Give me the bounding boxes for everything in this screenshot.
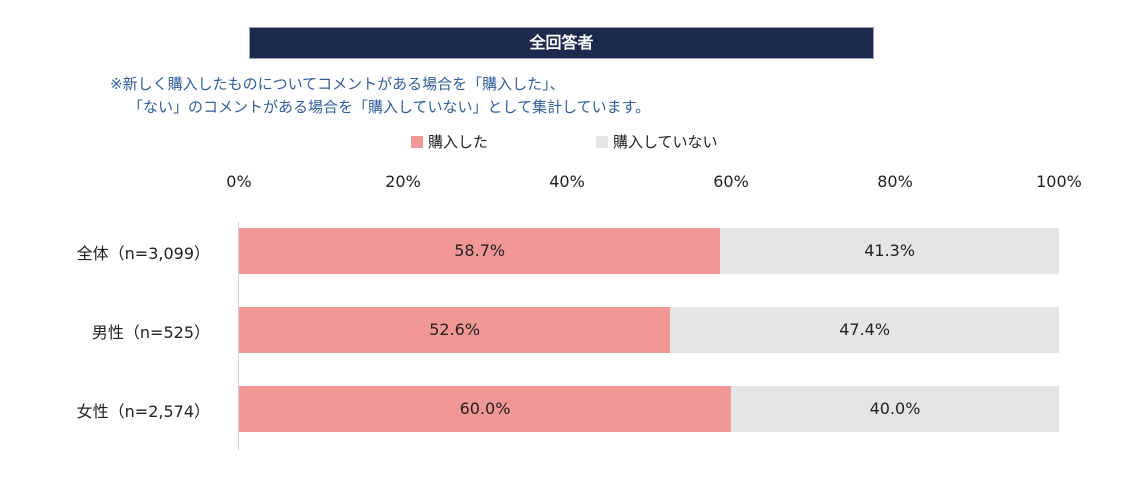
bar-not-purchased: [720, 228, 1059, 274]
data-label: 58.7%: [454, 241, 506, 260]
bar-not-purchased: [670, 307, 1059, 353]
legend-swatch-not-purchased: [596, 135, 608, 148]
note-line-1: ※新しく購入したものについてコメントがある場合を「購入した」、: [110, 75, 565, 93]
legend-swatch-purchased: [411, 135, 423, 148]
data-label: 60.0%: [459, 399, 511, 418]
bar-not-purchased: [731, 386, 1059, 432]
x-tick-label: 60%: [713, 172, 749, 191]
note-line-2: 「ない」のコメントがある場合を「購入していない」として集計しています。: [128, 98, 651, 116]
category-label: 全体（n=3,099）: [76, 244, 210, 263]
y-axis-line: [238, 222, 239, 450]
legend-label-not-purchased: 購入していない: [613, 133, 718, 151]
legend-item-purchased: 購入した: [411, 131, 488, 152]
x-tick-label: 100%: [1036, 172, 1082, 191]
data-label: 40.0%: [869, 399, 921, 418]
legend-item-not-purchased: 購入していない: [596, 131, 718, 152]
bar-purchased: [239, 386, 731, 432]
x-tick-label: 20%: [385, 172, 421, 191]
data-label: 52.6%: [429, 320, 481, 339]
data-label: 47.4%: [839, 320, 891, 339]
bar-purchased: [239, 228, 721, 274]
x-tick-label: 80%: [877, 172, 913, 191]
x-tick-label: 40%: [549, 172, 585, 191]
chart-title: 全回答者: [249, 27, 874, 59]
data-label: 41.3%: [864, 241, 916, 260]
category-label: 男性（n=525）: [91, 323, 210, 342]
category-label: 女性（n=2,574）: [76, 402, 210, 421]
x-tick-label: 0%: [226, 172, 252, 191]
legend-label-purchased: 購入した: [428, 133, 489, 151]
bar-purchased: [239, 307, 671, 353]
